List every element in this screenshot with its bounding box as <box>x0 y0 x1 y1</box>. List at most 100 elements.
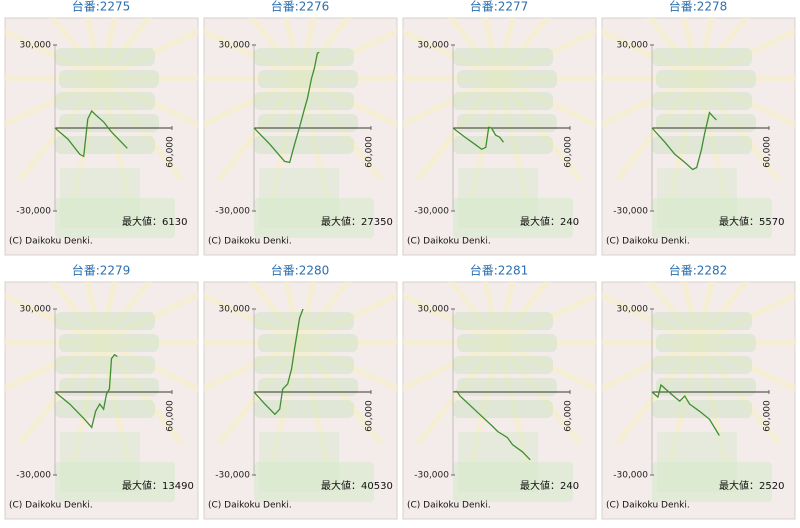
ghost <box>453 356 553 374</box>
ghost <box>55 136 155 154</box>
y-tick-label: 30,000 <box>418 305 450 315</box>
ghost <box>258 334 358 352</box>
copyright: (C) Daikoku Denki. <box>208 237 292 247</box>
ray <box>403 292 501 345</box>
ghost <box>457 378 557 396</box>
ray <box>99 291 198 345</box>
chart-title: 台番:2282 <box>669 263 728 278</box>
data-line <box>253 309 304 416</box>
ghost <box>652 198 772 238</box>
x-tick-label: 60,000 <box>365 136 375 168</box>
ray <box>696 27 795 81</box>
data-line <box>452 126 505 151</box>
max-value: 最大値：13490 <box>122 479 194 492</box>
x-tick-label: 60,000 <box>365 400 375 432</box>
y-tick-label: -30,000 <box>16 471 51 481</box>
ray <box>403 28 501 81</box>
y-tick-label: 30,000 <box>219 305 251 315</box>
ghost <box>254 400 354 418</box>
chart-panel: 台番:2281 30,000 -30,000 60,000 最大値：240 (C) Dai… <box>402 263 597 520</box>
chart-title: 台番:2280 <box>271 263 330 278</box>
ghost <box>254 356 354 374</box>
ghost <box>254 136 354 154</box>
y-tick-label: 30,000 <box>418 41 450 51</box>
x-tick-label: 60,000 <box>166 136 176 168</box>
chart-panel: 台番:2280 30,000 -30,000 60,000 最大値：40530 (C) D… <box>203 263 398 520</box>
ghost <box>652 400 752 418</box>
data-line <box>54 109 128 158</box>
data-line <box>651 111 717 171</box>
ghost <box>55 198 175 238</box>
ghost <box>652 48 752 66</box>
ghost <box>652 312 752 330</box>
ghost <box>453 198 573 238</box>
max-value: 最大値：27350 <box>321 215 393 228</box>
chart-title: 台番:2278 <box>669 0 728 14</box>
max-value: 最大値：240 <box>520 479 579 492</box>
ghost <box>258 70 358 88</box>
ray <box>497 27 596 81</box>
x-tick-label: 60,000 <box>564 136 574 168</box>
y-tick-label: -30,000 <box>613 207 648 217</box>
ghost <box>59 334 159 352</box>
copyright: (C) Daikoku Denki. <box>407 501 491 511</box>
y-tick-label: -30,000 <box>215 471 250 481</box>
x-tick-label: 60,000 <box>564 400 574 432</box>
ray <box>5 292 103 345</box>
ray <box>497 291 596 345</box>
y-tick-label: -30,000 <box>215 207 250 217</box>
ghost <box>254 48 354 66</box>
ghost <box>254 462 374 502</box>
ghost <box>55 462 175 502</box>
x-tick-label: 60,000 <box>166 400 176 432</box>
ghost <box>453 48 553 66</box>
y-tick-label: 30,000 <box>617 41 649 51</box>
y-tick-label: -30,000 <box>613 471 648 481</box>
max-value: 最大値：5570 <box>719 215 784 228</box>
data-line <box>54 353 118 429</box>
ghost <box>656 70 756 88</box>
y-tick-label: 30,000 <box>617 305 649 315</box>
max-value: 最大値：40530 <box>321 479 393 492</box>
chart-title: 台番:2277 <box>470 0 529 14</box>
ray <box>602 28 700 81</box>
ray <box>204 292 302 345</box>
ghost <box>254 198 374 238</box>
ghost <box>453 462 573 502</box>
x-tick-label: 60,000 <box>763 136 773 168</box>
y-tick-label: -30,000 <box>16 207 51 217</box>
ray <box>5 28 103 81</box>
chart-panel: 台番:2282 30,000 -30,000 60,000 最大値：2520 (C) Da… <box>601 263 796 520</box>
ray <box>696 291 795 345</box>
data-line <box>651 383 720 436</box>
ghost <box>55 48 155 66</box>
ghost <box>55 356 155 374</box>
max-value: 最大値：6130 <box>122 215 187 228</box>
ghost <box>457 70 557 88</box>
ghost <box>55 312 155 330</box>
ghost <box>258 114 358 132</box>
ghost <box>652 92 752 110</box>
ghost <box>453 136 553 154</box>
data-line <box>452 390 531 461</box>
ghost <box>59 70 159 88</box>
ray <box>298 291 397 345</box>
ghost <box>652 356 752 374</box>
copyright: (C) Daikoku Denki. <box>606 501 690 511</box>
chart-title: 台番:2276 <box>271 0 330 14</box>
ghost <box>453 312 553 330</box>
ghost <box>258 378 358 396</box>
copyright: (C) Daikoku Denki. <box>208 501 292 511</box>
copyright: (C) Daikoku Denki. <box>9 237 93 247</box>
ghost <box>55 400 155 418</box>
y-tick-label: 30,000 <box>20 41 52 51</box>
chart-panel: 台番:2277 30,000 -30,000 60,000 最大値：240 (C) Dai… <box>402 0 597 256</box>
ghost <box>55 92 155 110</box>
max-value: 最大値：2520 <box>719 479 784 492</box>
chart-title: 台番:2275 <box>72 0 131 14</box>
ghost <box>652 462 772 502</box>
ray <box>298 27 397 81</box>
ghost <box>457 114 557 132</box>
